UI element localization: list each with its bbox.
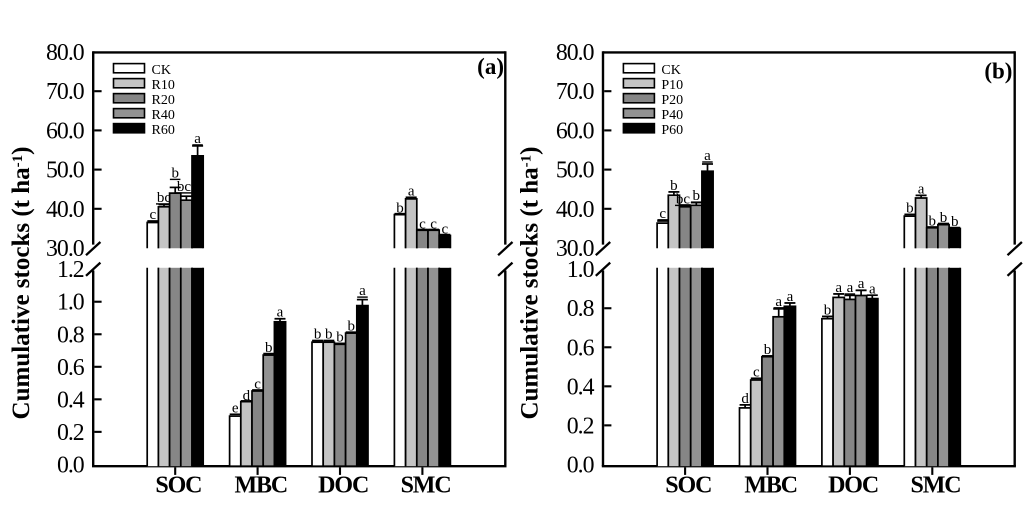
svg-text:0.4: 0.4 <box>567 374 595 400</box>
svg-text:70.0: 70.0 <box>46 79 84 105</box>
svg-text:SMC: SMC <box>401 473 451 499</box>
svg-text:R60: R60 <box>152 123 175 138</box>
svg-text:b: b <box>336 330 344 346</box>
svg-text:0.6: 0.6 <box>567 335 595 361</box>
svg-text:e: e <box>232 400 239 416</box>
svg-text:CK: CK <box>152 63 171 78</box>
svg-text:DOC: DOC <box>828 473 878 499</box>
svg-text:0.2: 0.2 <box>567 413 594 439</box>
svg-text:bc: bc <box>676 192 691 208</box>
svg-text:0.4: 0.4 <box>57 387 85 413</box>
svg-text:P10: P10 <box>661 78 683 93</box>
svg-text:b: b <box>764 342 772 358</box>
svg-text:R20: R20 <box>152 93 175 108</box>
svg-text:a: a <box>408 183 415 199</box>
svg-text:(a): (a) <box>477 54 504 79</box>
svg-text:Cumulative stocks (t ha-1): Cumulative stocks (t ha-1) <box>517 147 544 420</box>
svg-text:70.0: 70.0 <box>556 79 594 105</box>
svg-text:R40: R40 <box>152 108 175 123</box>
svg-text:40.0: 40.0 <box>556 197 594 223</box>
svg-text:MBC: MBC <box>234 473 287 499</box>
svg-text:a: a <box>835 280 842 296</box>
svg-text:P60: P60 <box>661 123 683 138</box>
svg-text:b: b <box>171 166 179 182</box>
svg-text:a: a <box>775 294 782 310</box>
svg-text:0.8: 0.8 <box>567 296 594 322</box>
svg-text:a: a <box>277 305 284 321</box>
svg-text:a: a <box>858 276 865 292</box>
svg-text:(b): (b) <box>984 59 1012 84</box>
svg-text:a: a <box>704 148 711 164</box>
svg-text:b: b <box>929 213 937 229</box>
svg-text:a: a <box>918 181 925 197</box>
svg-text:c: c <box>430 217 437 233</box>
svg-text:c: c <box>419 217 426 233</box>
svg-text:b: b <box>325 327 333 343</box>
svg-text:P20: P20 <box>661 93 683 108</box>
svg-text:b: b <box>670 178 678 194</box>
svg-text:0.6: 0.6 <box>57 355 85 381</box>
svg-text:a: a <box>869 281 876 297</box>
svg-text:b: b <box>693 188 701 204</box>
svg-text:0.0: 0.0 <box>567 452 594 478</box>
svg-text:0.8: 0.8 <box>57 322 84 348</box>
svg-text:80.0: 80.0 <box>46 40 84 66</box>
svg-text:60.0: 60.0 <box>46 118 84 144</box>
svg-text:P40: P40 <box>661 108 683 123</box>
svg-text:SMC: SMC <box>910 473 960 499</box>
svg-text:b: b <box>314 327 322 343</box>
svg-text:b: b <box>940 210 948 226</box>
svg-text:60.0: 60.0 <box>556 118 594 144</box>
svg-text:d: d <box>243 388 251 404</box>
svg-text:1.2: 1.2 <box>57 257 84 283</box>
svg-text:c: c <box>659 206 666 222</box>
svg-text:d: d <box>741 391 749 407</box>
svg-text:b: b <box>951 214 959 230</box>
svg-text:DOC: DOC <box>318 473 368 499</box>
svg-text:c: c <box>441 221 448 237</box>
svg-text:c: c <box>753 365 760 381</box>
svg-text:MBC: MBC <box>744 473 797 499</box>
svg-text:c: c <box>254 377 261 393</box>
svg-text:80.0: 80.0 <box>556 40 594 66</box>
svg-text:a: a <box>787 289 794 305</box>
svg-text:b: b <box>824 303 832 319</box>
svg-text:a: a <box>847 280 854 296</box>
svg-text:b: b <box>396 200 404 216</box>
svg-text:30.0: 30.0 <box>556 236 594 262</box>
svg-text:0.2: 0.2 <box>57 420 84 446</box>
svg-text:CK: CK <box>661 63 680 78</box>
svg-text:b: b <box>265 340 273 356</box>
svg-text:50.0: 50.0 <box>46 158 84 184</box>
svg-text:0.0: 0.0 <box>57 452 84 478</box>
svg-text:b: b <box>347 319 355 335</box>
svg-text:a: a <box>194 131 201 147</box>
svg-text:40.0: 40.0 <box>46 197 84 223</box>
svg-text:c: c <box>149 207 156 223</box>
svg-text:1.0: 1.0 <box>567 257 594 283</box>
svg-text:30.0: 30.0 <box>46 236 84 262</box>
svg-text:Cumulative stocks (t ha-1): Cumulative stocks (t ha-1) <box>8 147 35 420</box>
svg-text:bc: bc <box>177 179 192 195</box>
svg-text:50.0: 50.0 <box>556 158 594 184</box>
svg-text:1.0: 1.0 <box>57 290 84 316</box>
svg-text:SOC: SOC <box>665 473 711 499</box>
svg-text:R10: R10 <box>152 78 175 93</box>
svg-text:a: a <box>359 283 366 299</box>
svg-text:SOC: SOC <box>155 473 201 499</box>
svg-text:b: b <box>906 201 914 217</box>
svg-text:bc: bc <box>157 190 172 206</box>
